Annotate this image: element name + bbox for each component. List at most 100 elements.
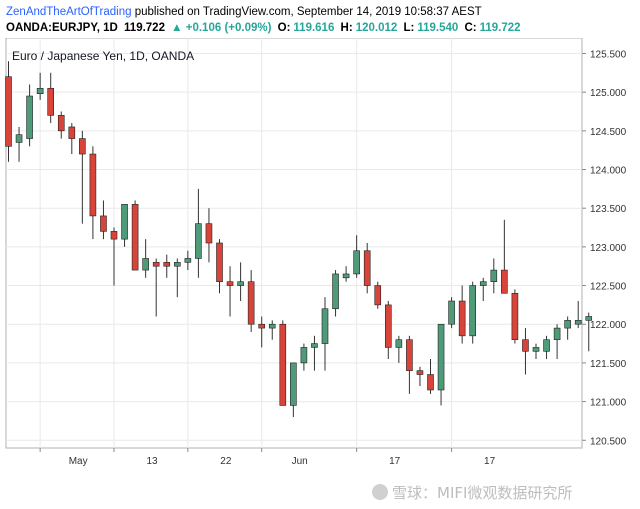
candle-body [57, 115, 65, 132]
candle-body [469, 285, 477, 337]
candle-up[interactable] [300, 343, 308, 371]
candle-body [332, 273, 339, 310]
candle-up[interactable] [237, 262, 244, 302]
candle-up[interactable] [574, 301, 582, 329]
candle-down[interactable] [522, 328, 529, 375]
publish-info: ZenAndTheArtOfTrading published on Tradi… [6, 4, 634, 20]
candle-down[interactable] [226, 266, 234, 317]
candle-down[interactable] [163, 254, 171, 278]
candle-body [100, 215, 107, 232]
candle-down[interactable] [47, 72, 55, 124]
candle-body [258, 323, 266, 329]
candle-up[interactable] [543, 335, 550, 360]
candle-down[interactable] [258, 316, 266, 348]
candle-down[interactable] [279, 320, 287, 406]
y-tick-label: 122.000 [590, 320, 627, 331]
candle-body [121, 204, 128, 240]
author-link[interactable]: ZenAndTheArtOfTrading [6, 6, 132, 18]
candle-body [216, 242, 223, 282]
candle-body [247, 281, 255, 325]
candle-body [237, 281, 244, 286]
candle-body [374, 285, 382, 306]
candle-down[interactable] [406, 335, 413, 394]
candle-up[interactable] [268, 320, 276, 340]
y-tick-label: 125.000 [590, 88, 627, 99]
candle-up[interactable] [395, 335, 403, 363]
candle-down[interactable] [57, 111, 65, 139]
candle-up[interactable] [174, 258, 181, 298]
candle-down[interactable] [89, 146, 97, 240]
published-text: published on TradingView.com, September … [134, 6, 482, 18]
candle-down[interactable] [416, 366, 424, 387]
chart-title: Euro / Japanese Yen, 1D, OANDA [12, 49, 194, 63]
candle-body [163, 262, 171, 267]
candle-down[interactable] [131, 200, 139, 271]
open-value: 119.616 [293, 22, 335, 34]
candle-up[interactable] [15, 126, 23, 162]
candle-down[interactable] [363, 243, 371, 294]
candle-down[interactable] [384, 301, 392, 360]
x-tick-label: 13 [146, 456, 158, 467]
candle-up[interactable] [437, 323, 445, 406]
candle-body [553, 327, 561, 340]
candle-down[interactable] [511, 289, 519, 344]
candle-down[interactable] [216, 239, 223, 294]
candle-down[interactable] [247, 270, 255, 332]
y-tick-label: 125.500 [590, 49, 627, 60]
candle-up[interactable] [553, 324, 561, 360]
candle-up[interactable] [184, 250, 192, 271]
candle-body [564, 320, 571, 329]
candle-up[interactable] [564, 316, 571, 340]
candle-down[interactable] [5, 61, 12, 162]
candle-body [522, 339, 529, 352]
candle-body [268, 323, 276, 329]
x-tick-label: 17 [389, 456, 401, 467]
candle-up[interactable] [353, 235, 360, 278]
candle-up[interactable] [532, 343, 540, 360]
candle-body [384, 304, 392, 348]
candle-up[interactable] [479, 277, 487, 302]
low-label: L: [403, 22, 415, 34]
candle-up[interactable] [121, 204, 128, 247]
candle-body [205, 223, 213, 244]
candle-body [501, 269, 508, 294]
candle-body [226, 281, 234, 286]
candlestick-chart[interactable]: 125.500 125.000 124.500 124.000 123.500 123.0… [0, 38, 640, 482]
candle-down[interactable] [79, 130, 86, 224]
candle-down[interactable] [110, 227, 118, 286]
y-axis: 125.500 125.000 124.500 124.000 123.500 123.0… [582, 49, 627, 447]
candle-up[interactable] [321, 297, 329, 371]
x-tick-label: Jun [292, 456, 308, 467]
candle-down[interactable] [100, 200, 107, 240]
candle-body [479, 281, 487, 286]
candle-up[interactable] [448, 297, 455, 329]
candle-up[interactable] [342, 266, 350, 282]
candle-body [311, 343, 318, 348]
candle-down[interactable] [68, 123, 76, 155]
candle-body [458, 300, 466, 337]
candle-body [68, 126, 76, 139]
candle-body [427, 374, 434, 391]
candle-up[interactable] [469, 281, 477, 344]
candle-up[interactable] [36, 72, 44, 100]
candle-up[interactable] [311, 335, 318, 371]
y-tick-label: 120.500 [590, 436, 627, 447]
candle-down[interactable] [205, 208, 213, 263]
candle-down[interactable] [501, 219, 508, 294]
candle-body [26, 95, 33, 139]
candle-down[interactable] [152, 258, 160, 317]
high-label: H: [340, 22, 353, 34]
candle-up[interactable] [490, 258, 498, 294]
candle-up[interactable] [26, 84, 33, 147]
candle-body [195, 223, 202, 259]
candle-body [395, 339, 403, 348]
candle-down[interactable] [374, 281, 382, 309]
candle-up[interactable] [142, 239, 149, 278]
candle-up[interactable] [290, 362, 297, 418]
candle-down[interactable] [427, 359, 434, 394]
candle-up[interactable] [332, 270, 339, 317]
candle-up[interactable] [585, 312, 593, 352]
candle-up[interactable] [195, 188, 202, 278]
y-tick-label: 123.000 [590, 243, 627, 254]
candle-down[interactable] [458, 285, 466, 344]
